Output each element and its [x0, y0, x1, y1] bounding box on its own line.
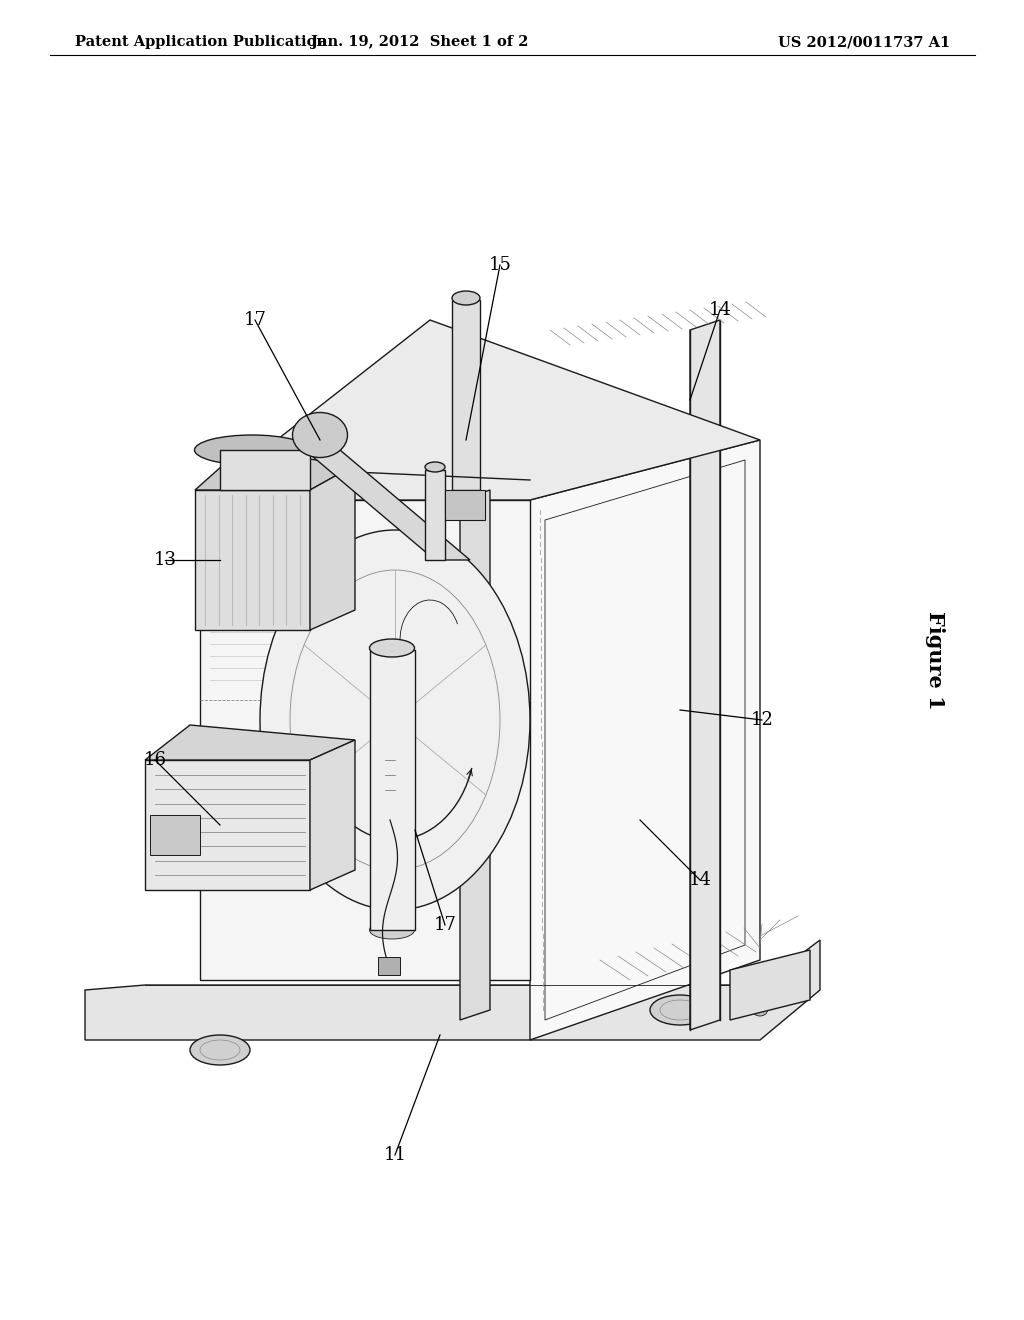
- Polygon shape: [425, 470, 445, 560]
- Polygon shape: [690, 319, 720, 1030]
- Text: 13: 13: [154, 550, 176, 569]
- Polygon shape: [370, 649, 415, 931]
- Text: 11: 11: [384, 1146, 407, 1164]
- Text: 17: 17: [433, 916, 457, 935]
- Text: Jan. 19, 2012  Sheet 1 of 2: Jan. 19, 2012 Sheet 1 of 2: [311, 36, 528, 49]
- Bar: [378, 957, 400, 975]
- Ellipse shape: [370, 639, 415, 657]
- Ellipse shape: [650, 995, 710, 1026]
- Polygon shape: [305, 450, 470, 560]
- Bar: [150, 814, 200, 855]
- Polygon shape: [310, 465, 355, 630]
- Polygon shape: [145, 725, 355, 760]
- Ellipse shape: [425, 462, 445, 473]
- Ellipse shape: [753, 1005, 768, 1016]
- Ellipse shape: [452, 290, 480, 305]
- Polygon shape: [145, 760, 310, 890]
- Ellipse shape: [370, 921, 415, 939]
- Polygon shape: [200, 500, 530, 979]
- Polygon shape: [220, 450, 310, 490]
- Polygon shape: [85, 940, 820, 1040]
- Text: Figure 1: Figure 1: [925, 611, 945, 709]
- Ellipse shape: [260, 531, 530, 909]
- Ellipse shape: [195, 436, 309, 465]
- Text: US 2012/0011737 A1: US 2012/0011737 A1: [778, 36, 950, 49]
- Text: 14: 14: [709, 301, 731, 319]
- Ellipse shape: [190, 1035, 250, 1065]
- Polygon shape: [195, 450, 355, 490]
- Polygon shape: [310, 741, 355, 890]
- Text: Patent Application Publication: Patent Application Publication: [75, 36, 327, 49]
- Polygon shape: [460, 490, 490, 1020]
- Text: 15: 15: [488, 256, 511, 275]
- Text: 14: 14: [688, 871, 712, 888]
- Text: 17: 17: [244, 312, 266, 329]
- Ellipse shape: [753, 964, 768, 975]
- Polygon shape: [452, 300, 480, 490]
- Text: 16: 16: [143, 751, 167, 770]
- Polygon shape: [195, 490, 310, 630]
- Text: 12: 12: [751, 711, 773, 729]
- Polygon shape: [200, 319, 760, 500]
- Ellipse shape: [293, 412, 347, 458]
- Bar: [445, 490, 485, 520]
- Polygon shape: [730, 950, 810, 1020]
- Polygon shape: [530, 440, 760, 1040]
